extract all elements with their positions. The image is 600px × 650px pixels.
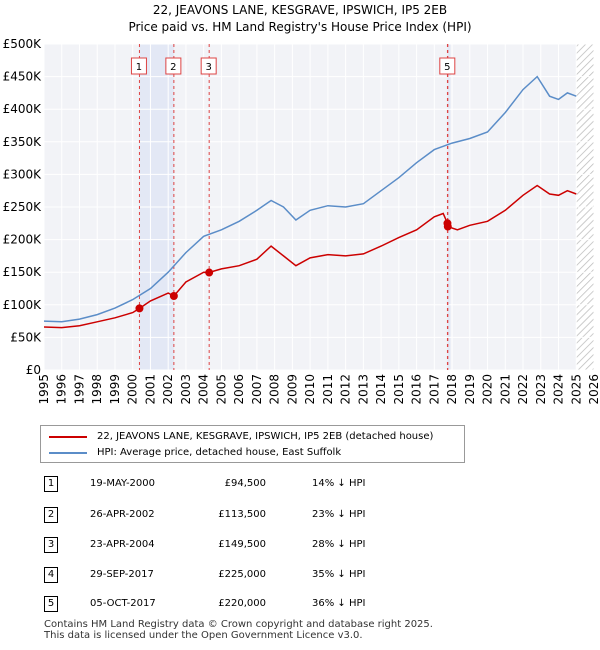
x-tick-label: 2025 [569,374,583,405]
transaction-date: 19-MAY-2000 [90,478,156,489]
x-tick-label: 2021 [498,374,512,405]
chart-title-line1: 22, JEAVONS LANE, KESGRAVE, IPSWICH, IP5… [152,3,448,17]
y-tick-label: £400K [3,102,43,116]
x-tick-label: 2016 [410,374,424,405]
x-tick-label: 1995 [37,374,51,405]
chart-legend: 22, JEAVONS LANE, KESGRAVE, IPSWICH, IP5… [40,425,465,463]
y-tick-label: £250K [3,200,43,214]
x-tick-label: 1999 [108,374,122,405]
sale-point-2 [169,291,178,300]
y-tick-label: £150K [3,265,43,279]
transaction-number: 5 [44,596,58,612]
x-tick-label: 2011 [321,374,335,405]
legend-swatch-hpi [49,451,87,454]
transaction-number: 3 [44,537,58,553]
y-tick-label: £0 [26,363,41,377]
transaction-hpi: 35% ↓ HPI [312,569,366,580]
sale-label-number: 2 [170,62,176,73]
hpi-series-line [43,75,577,323]
transaction-date: 29-SEP-2017 [90,569,154,580]
sale-label-box [439,57,456,75]
transaction-date: 05-OCT-2017 [90,598,156,609]
footer-copyright: Contains HM Land Registry data © Crown c… [44,619,433,630]
y-tick-label: £500K [3,37,43,51]
transaction-hpi: 28% ↓ HPI [312,539,366,550]
x-tick-label: 2008 [268,374,282,405]
sale-point-1 [135,304,144,313]
x-tick-label: 2017 [427,374,441,405]
x-tick-label: 2022 [516,374,530,405]
y-tick-label: £300K [3,167,43,181]
transaction-number: 4 [44,567,58,583]
x-tick-label: 2002 [161,374,175,405]
legend-item-property: 22, JEAVONS LANE, KESGRAVE, IPSWICH, IP5… [49,431,433,442]
x-tick-label: 2020 [481,374,495,405]
x-tick-label: 2001 [143,374,157,405]
x-tick-label: 2015 [392,374,406,405]
sale-label-box [200,57,217,75]
y-tick-label: £450K [3,70,43,84]
x-tick-label: 2013 [356,374,370,405]
transaction-hpi: 14% ↓ HPI [312,478,366,489]
sale-label-box [165,57,182,75]
legend-label-property: 22, JEAVONS LANE, KESGRAVE, IPSWICH, IP5… [97,431,434,442]
x-tick-label: 2018 [445,374,459,405]
property-series-line [43,184,577,329]
legend-swatch-property [49,435,87,438]
transaction-number: 1 [44,476,58,492]
x-tick-label: 2009 [285,374,299,405]
x-tick-label: 2006 [232,374,246,405]
sale-label-number: 5 [444,62,450,73]
transaction-price: £113,500 [218,509,266,520]
transaction-date: 23-APR-2004 [90,539,155,550]
price-chart: 1 2 3 5 £0 £50K £100K £150K £200K £250K £300K £350K… [3,37,600,405]
sale-point-5 [443,222,452,231]
x-tick-label: 1997 [72,374,86,405]
x-tick-label: 2005 [214,374,228,405]
transaction-price: £220,000 [218,598,266,609]
transaction-price: £149,500 [218,539,266,550]
sale-label-number: 3 [205,62,211,73]
y-tick-label: £100K [3,298,43,312]
x-tick-label: 2010 [303,374,317,405]
x-tick-label: 1998 [90,374,104,405]
x-tick-label: 1996 [55,374,69,405]
sale-point-3 [205,268,214,277]
y-tick-label: £200K [3,233,43,247]
transaction-price: £94,500 [224,478,266,489]
legend-label-hpi: HPI: Average price, detached house, East… [97,447,342,458]
x-tick-label: 2003 [179,374,193,405]
footer: Contains HM Land Registry data © Crown c… [44,619,433,641]
legend-item-hpi: HPI: Average price, detached house, East… [49,447,341,458]
x-tick-label: 2004 [197,374,211,405]
sale-label-number: 1 [136,62,142,73]
x-tick-label: 2024 [552,374,566,405]
y-tick-label: £50K [10,330,42,344]
transaction-number: 2 [44,507,58,523]
transaction-date: 26-APR-2002 [90,509,155,520]
transaction-hpi: 36% ↓ HPI [312,598,366,609]
y-tick-label: £350K [3,135,43,149]
transaction-hpi: 23% ↓ HPI [312,509,366,520]
x-tick-label: 2000 [126,374,140,405]
transaction-price: £225,000 [218,569,266,580]
x-tick-label: 2026 [587,374,600,405]
x-tick-label: 2014 [374,374,388,405]
x-tick-label: 2019 [463,374,477,405]
x-tick-label: 2023 [534,374,548,405]
footer-licence: This data is licensed under the Open Gov… [44,630,363,641]
x-tick-label: 2012 [339,374,353,405]
sale-label-box [130,57,147,75]
chart-title-line2: Price paid vs. HM Land Registry's House … [128,20,472,34]
x-tick-label: 2007 [250,374,264,405]
